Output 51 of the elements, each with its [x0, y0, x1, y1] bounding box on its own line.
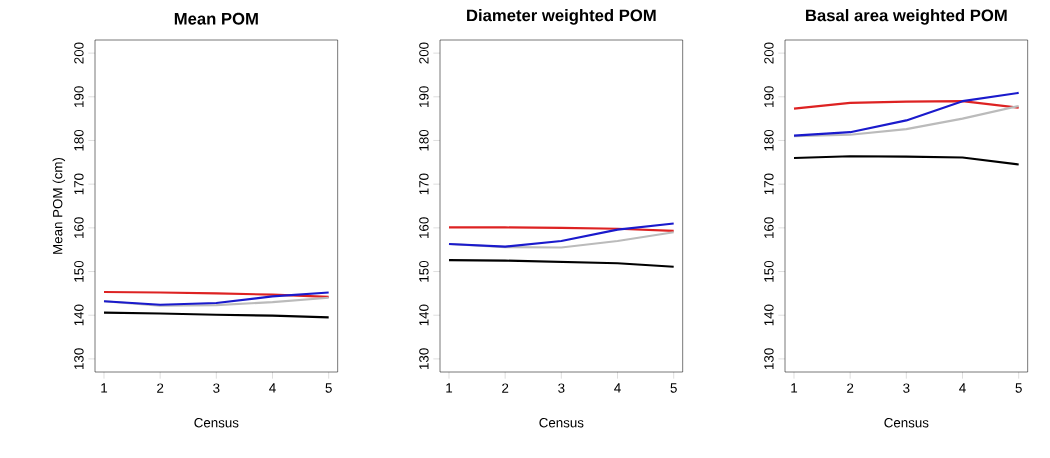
y-tick-label: 180 [419, 129, 429, 151]
x-tick-label: 1 [101, 383, 108, 393]
x-axis-title: Census [194, 417, 239, 428]
y-tick-label: 150 [74, 260, 84, 282]
y-tick-label: 160 [419, 217, 429, 238]
x-tick-label: 2 [157, 383, 164, 393]
x-tick-label: 2 [847, 383, 854, 393]
y-tick-label: 130 [764, 348, 774, 369]
y-tick-label: 130 [419, 348, 429, 369]
y-tick-label: 170 [74, 173, 84, 195]
line-series [792, 100, 1020, 110]
chart-title: Diameter weighted POM [467, 9, 656, 25]
x-tick-label: 4 [269, 383, 276, 393]
y-tick-label: 140 [74, 304, 84, 326]
y-tick-label: 130 [74, 348, 84, 369]
line-series [792, 155, 1020, 166]
y-tick-label: 190 [419, 86, 429, 107]
y-axis-title: Mean POM (cm) [52, 157, 66, 254]
line-series [792, 91, 1020, 137]
x-axis-title: Census [539, 417, 584, 428]
line-series [102, 291, 330, 306]
y-tick-label: 160 [74, 217, 84, 238]
y-tick-label: 170 [764, 173, 774, 195]
x-tick-label: 5 [325, 383, 332, 393]
y-tick-label: 200 [74, 42, 84, 64]
line-series [447, 222, 675, 248]
x-tick-label: 3 [558, 383, 565, 393]
x-tick-label: 5 [1015, 383, 1022, 393]
x-tick-label: 4 [614, 383, 621, 393]
x-tick-label: 5 [670, 383, 677, 393]
x-tick-label: 2 [502, 383, 509, 393]
y-tick-label: 160 [764, 217, 774, 238]
x-tick-label: 1 [446, 383, 453, 393]
x-axis-title: Census [884, 417, 929, 428]
x-tick-label: 3 [903, 383, 910, 393]
y-tick-label: 200 [419, 42, 429, 64]
y-tick-label: 180 [764, 129, 774, 151]
y-tick-label: 190 [74, 86, 84, 107]
chart-title: Mean POM [174, 12, 258, 25]
y-tick-label: 170 [419, 173, 429, 195]
chart-title: Basal area weighted POM [806, 9, 1007, 25]
y-tick-label: 200 [764, 42, 774, 64]
y-tick-label: 180 [74, 129, 84, 151]
x-tick-label: 1 [791, 383, 798, 393]
y-tick-label: 150 [419, 260, 429, 282]
y-tick-label: 140 [419, 304, 429, 326]
y-tick-label: 140 [764, 304, 774, 326]
x-tick-label: 3 [213, 383, 220, 393]
y-tick-label: 150 [764, 260, 774, 282]
y-tick-label: 190 [764, 86, 774, 107]
x-tick-label: 4 [959, 383, 966, 393]
